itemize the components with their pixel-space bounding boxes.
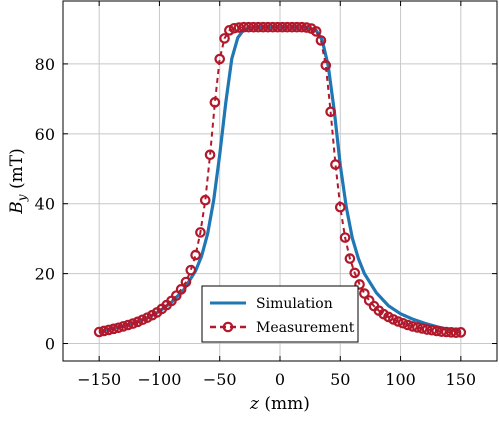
x-tick-label: 150 [446, 370, 477, 389]
measurement-point [93, 326, 105, 338]
measurement-point [214, 53, 226, 65]
measurement-point [277, 21, 288, 33]
measurement-point [199, 194, 211, 206]
measurement-point [248, 21, 259, 33]
measurement-point [445, 327, 457, 338]
measurement-point [204, 149, 216, 161]
y-tick-label: 80 [35, 55, 55, 74]
measurement-point [108, 323, 119, 335]
measurement-point [339, 232, 351, 243]
measurement-point [195, 227, 206, 238]
y-tick-label: 60 [35, 125, 55, 144]
measurement-point [455, 327, 467, 338]
measurement-line [98, 26, 461, 334]
measurement-point [113, 322, 124, 334]
measurement-point [315, 35, 327, 46]
measurement-point [233, 22, 245, 33]
measurement-point [441, 326, 452, 338]
legend-measurement-label: Measurement [256, 320, 355, 336]
measurement-point [98, 325, 110, 337]
x-axis-label: z (mm) [249, 394, 310, 414]
series-layer [93, 21, 467, 338]
measurement-point [219, 33, 230, 44]
measurement-point [252, 21, 264, 33]
measurement-point [349, 267, 361, 279]
measurement-point [421, 324, 433, 335]
measurement-point [412, 322, 423, 333]
measurement-point [407, 321, 418, 332]
measurement-point [301, 22, 312, 33]
measurement-point [127, 318, 139, 329]
measurement-point [431, 325, 443, 337]
measurement-point [450, 327, 462, 338]
measurement-point [185, 264, 197, 276]
y-tick-label: 20 [35, 265, 55, 284]
legend-box [201, 285, 359, 343]
measurement-point [320, 60, 332, 71]
measurement-point [190, 249, 201, 261]
measurement-point [103, 324, 115, 336]
x-tick-label: −150 [77, 370, 121, 389]
legend: Simulation Measurement [201, 285, 359, 343]
measurement-point [286, 21, 298, 33]
y-tick-label: 0 [45, 335, 55, 354]
measurement-point [262, 21, 274, 33]
measurement-point [281, 21, 293, 33]
measurement-point [228, 22, 240, 34]
x-tick-label: −50 [203, 370, 237, 389]
measurement-point [117, 321, 129, 332]
measurement-point [267, 21, 279, 33]
axis-ticks: −150 −100 −50 0 50 100 150 0 20 40 60 80 [35, 1, 497, 389]
measurement-point [257, 21, 269, 33]
measurement-point [238, 21, 250, 33]
measurement-point [436, 326, 447, 337]
measurement-point [359, 288, 370, 299]
measurement-point [243, 21, 254, 33]
x-tick-label: 50 [330, 370, 350, 389]
measurement-point [325, 106, 336, 118]
x-tick-label: 0 [275, 370, 285, 389]
measurement-point [209, 97, 221, 108]
measurement-point [296, 21, 307, 33]
measurement-point [392, 316, 404, 327]
measurement-point [397, 317, 409, 329]
measurement-point [272, 21, 283, 33]
legend-simulation-label: Simulation [256, 296, 333, 312]
y-axis-label: By (mT) [7, 148, 29, 214]
measurement-point [354, 279, 365, 290]
legend-measurement-marker [222, 321, 234, 333]
measurement-point [402, 319, 414, 331]
x-tick-label: 100 [385, 370, 416, 389]
measurement-point [416, 323, 428, 334]
measurement-point [291, 21, 303, 33]
measurement-point [310, 26, 322, 37]
measurement-point [330, 159, 341, 170]
measurement-point [180, 276, 192, 288]
x-tick-label: −100 [137, 370, 181, 389]
measurement-point [426, 324, 438, 336]
y-tick-label: 40 [35, 195, 55, 214]
measurement-point [334, 201, 346, 213]
measurement-point [344, 253, 356, 264]
measurement-point [122, 319, 134, 331]
measurement-point [175, 284, 187, 295]
